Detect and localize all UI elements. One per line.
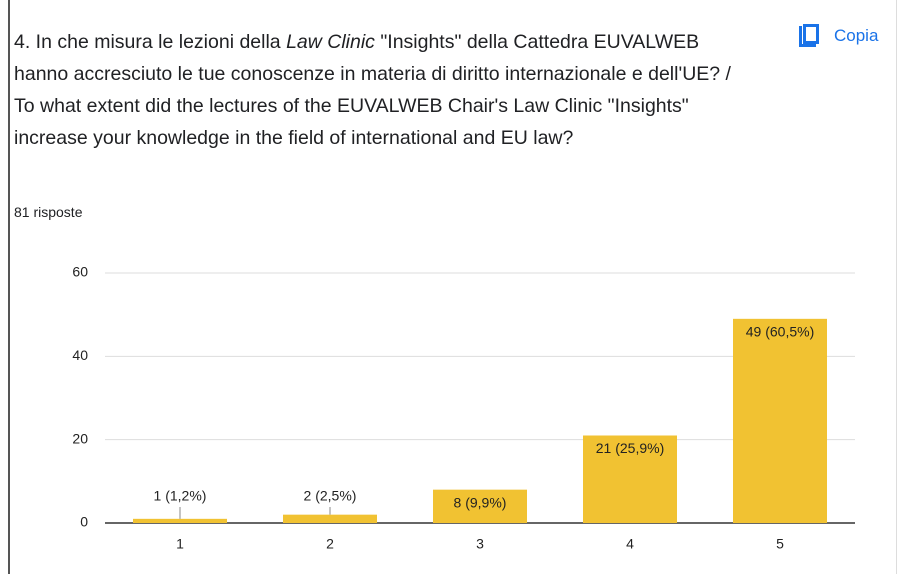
- copy-label: Copia: [834, 26, 879, 45]
- x-tick-label: 1: [176, 536, 184, 552]
- y-tick-label: 40: [72, 347, 88, 363]
- copy-icon: [799, 24, 819, 47]
- bar: [433, 489, 527, 523]
- question-text: 4. In che misura le lezioni della: [14, 31, 287, 53]
- bar: [133, 518, 227, 523]
- y-tick-label: 20: [72, 430, 88, 446]
- bar: [583, 435, 677, 523]
- copy-button[interactable]: Copia: [796, 24, 878, 48]
- question-title: 4. In che misura le lezioni della Law Cl…: [14, 26, 754, 154]
- data-label: 2 (2,5%): [304, 488, 357, 504]
- x-tick-label: 4: [626, 536, 634, 552]
- y-tick-label: 60: [72, 264, 88, 280]
- card: [8, 0, 897, 574]
- data-label: 8 (9,9%): [454, 494, 507, 510]
- x-tick-label: 2: [326, 536, 334, 552]
- x-tick-label: 5: [776, 536, 784, 552]
- data-label: 1 (1,2%): [154, 488, 207, 504]
- x-tick-label: 3: [476, 536, 484, 552]
- data-label: 49 (60,5%): [746, 324, 814, 340]
- bar: [283, 514, 377, 523]
- question-italic: Law Clinic: [286, 31, 375, 53]
- data-label: 21 (25,9%): [596, 440, 664, 456]
- bar: [733, 318, 827, 523]
- response-count: 81 risposte: [14, 204, 83, 220]
- y-tick-label: 0: [80, 514, 88, 530]
- question-text: "Insights" della Cattedra EUVALWEB hanno…: [14, 31, 731, 149]
